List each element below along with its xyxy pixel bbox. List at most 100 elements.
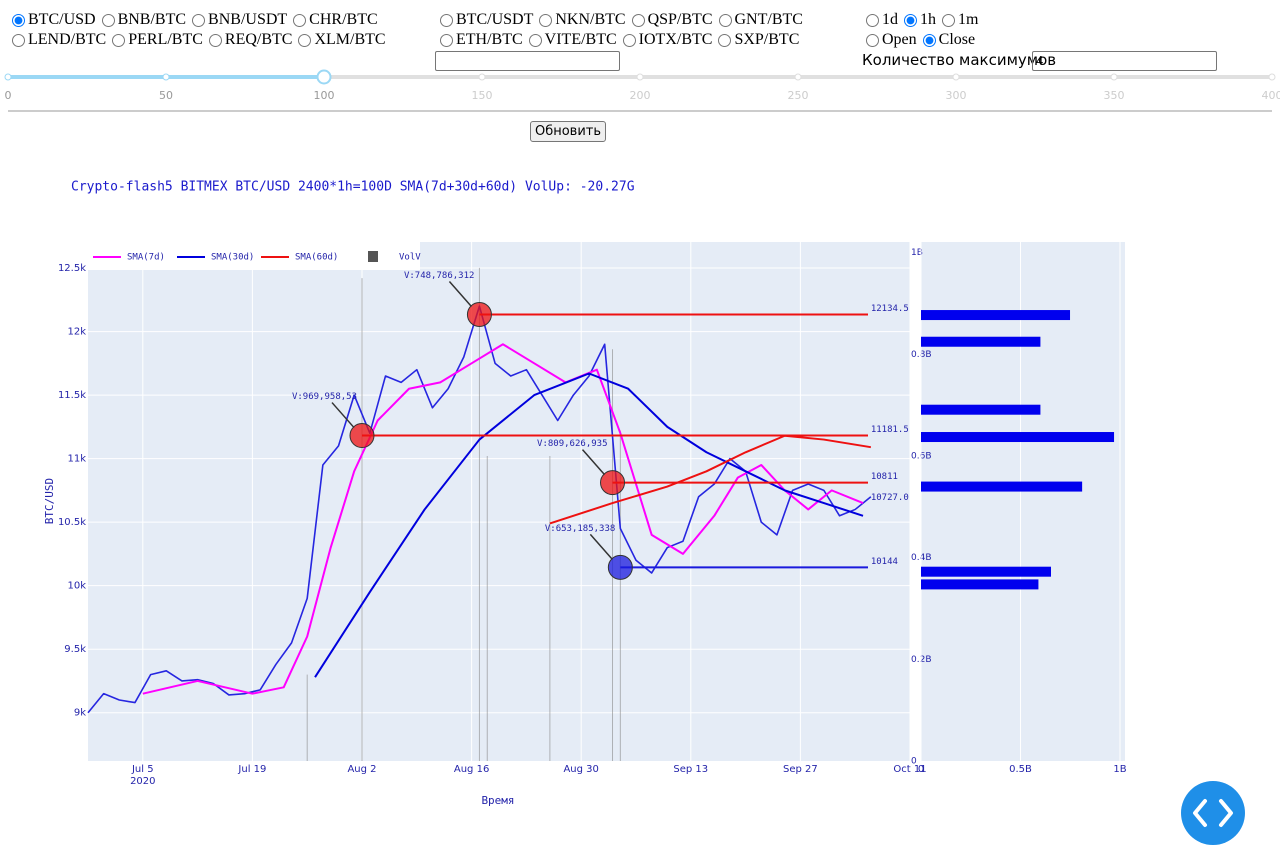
radio-button[interactable] <box>293 13 307 27</box>
plot-background <box>88 242 910 761</box>
radio-label: BTC/USDT <box>456 11 534 28</box>
x-tick-label: Aug 30 <box>563 764 598 775</box>
x-tick-sublabel: 2020 <box>130 776 155 787</box>
radio-button[interactable] <box>12 13 25 27</box>
radio-option[interactable]: 1h <box>904 10 936 30</box>
slider-tick-label: 350 <box>1104 89 1125 102</box>
radio-label: PERL/BTC <box>128 31 203 48</box>
x-tick-label: Jul 19 <box>237 764 266 775</box>
radio-option[interactable]: XLM/BTC <box>298 30 386 50</box>
radio-button[interactable] <box>440 33 453 47</box>
update-button[interactable]: Обновить <box>530 121 606 142</box>
profile-bar <box>921 566 1051 577</box>
radio-option[interactable]: CHR/BTC <box>293 10 378 30</box>
y-tick-label: 9k <box>74 708 86 719</box>
radio-button[interactable] <box>718 33 732 47</box>
radio-row: Open Close <box>866 30 981 50</box>
radio-label: XLM/BTC <box>314 31 386 48</box>
profile-tick-label: 0 <box>918 764 924 775</box>
radio-button[interactable] <box>528 33 542 47</box>
radio-button[interactable] <box>192 13 206 27</box>
radio-button[interactable] <box>12 33 25 47</box>
radio-row: BTC/USDT NKN/BTC QSP/BTC GNT/BTC <box>440 10 809 30</box>
radio-label: QSP/BTC <box>647 11 713 28</box>
max-count-label: Количество максимумов <box>862 51 1057 69</box>
radio-option[interactable]: NKN/BTC <box>539 10 626 30</box>
radio-button[interactable] <box>942 13 955 27</box>
annotation-arrow <box>331 402 355 429</box>
radio-option[interactable]: BTC/USDT <box>440 10 533 30</box>
radio-button[interactable] <box>440 13 453 27</box>
profile-bar <box>921 579 1039 590</box>
last-price-label: 10727.0 <box>871 493 909 503</box>
radio-button[interactable] <box>631 13 645 27</box>
radio-row: LEND/BTC PERL/BTC REQ/BTC XLM/BTC <box>12 30 392 50</box>
sma-line <box>549 434 872 525</box>
level-label: 12134.5 <box>871 304 909 314</box>
radio-button[interactable] <box>112 33 126 47</box>
slider-handle <box>316 69 332 85</box>
radio-option[interactable]: GNT/BTC <box>718 10 803 30</box>
radio-button[interactable] <box>622 33 636 47</box>
radio-button[interactable] <box>866 33 879 47</box>
radio-option[interactable]: QSP/BTC <box>631 10 713 30</box>
radio-option[interactable]: BNB/USDT <box>192 10 287 30</box>
y2-tick-label: 0 <box>911 757 917 767</box>
radio-option[interactable]: 1m <box>942 10 978 30</box>
code-button-circle[interactable] <box>1181 781 1245 845</box>
radio-option[interactable]: PERL/BTC <box>112 30 203 50</box>
slider-tick <box>1110 73 1118 81</box>
code-icon[interactable] <box>1193 799 1233 827</box>
radio-button[interactable] <box>539 13 553 27</box>
y-tick-label: 11k <box>67 454 86 465</box>
y-tick-label: 10.5k <box>58 517 86 528</box>
radio-label: SXP/BTC <box>734 31 800 48</box>
slider-tick <box>1268 73 1276 81</box>
radio-button[interactable] <box>904 13 917 27</box>
max-count-input[interactable]: 4 <box>1032 51 1217 71</box>
x-tick-label: Jul 5 <box>131 764 154 775</box>
profile-bar <box>921 336 1041 347</box>
y2-tick-label: 1B <box>911 248 923 258</box>
x-tick-label: Sep 27 <box>783 764 818 775</box>
radio-option[interactable]: SXP/BTC <box>718 30 799 50</box>
slider-tick-label: 100 <box>314 89 335 102</box>
slider-tick-label: 150 <box>472 89 493 102</box>
radio-label: BNB/USDT <box>208 11 288 28</box>
radio-label: LEND/BTC <box>28 31 107 48</box>
radio-option[interactable]: Open <box>866 30 917 50</box>
x-tick-label: Sep 13 <box>673 764 708 775</box>
slider-tick-label: 200 <box>630 89 651 102</box>
y-tick-label: 12.5k <box>58 263 86 274</box>
radio-option[interactable]: IOTX/BTC <box>622 30 713 50</box>
radio-option[interactable]: VITE/BTC <box>528 30 617 50</box>
level-marker <box>466 301 492 327</box>
x-axis-label: Время <box>481 794 514 807</box>
radio-option[interactable]: BNB/BTC <box>101 10 187 30</box>
slider-tick-label: 0 <box>5 89 12 102</box>
radio-button[interactable] <box>208 33 222 47</box>
radio-label: IOTX/BTC <box>638 31 713 48</box>
code-button[interactable] <box>1181 781 1245 845</box>
radio-option[interactable]: ETH/BTC <box>440 30 523 50</box>
radio-option[interactable]: REQ/BTC <box>208 30 292 50</box>
radio-button[interactable] <box>298 33 312 47</box>
annotation-arrow <box>589 533 613 560</box>
slider-tick <box>636 73 644 81</box>
radio-option[interactable]: LEND/BTC <box>12 30 106 50</box>
radio-label: 1m <box>958 11 979 28</box>
radio-label: 1h <box>920 11 936 28</box>
annotation-arrow <box>448 280 472 307</box>
search-input[interactable] <box>435 51 620 71</box>
slider-tick <box>478 73 486 81</box>
radio-label: Open <box>882 31 917 48</box>
radio-option[interactable]: BTC/USD <box>12 10 96 30</box>
price-field-group: Open Close <box>866 30 981 50</box>
radio-button[interactable] <box>718 13 732 27</box>
radio-button[interactable] <box>101 13 115 27</box>
radio-label: BNB/BTC <box>117 11 187 28</box>
radio-button[interactable] <box>866 13 879 27</box>
radio-button[interactable] <box>922 33 936 47</box>
radio-option[interactable]: 1d <box>866 10 898 30</box>
radio-option[interactable]: Close <box>922 30 975 50</box>
